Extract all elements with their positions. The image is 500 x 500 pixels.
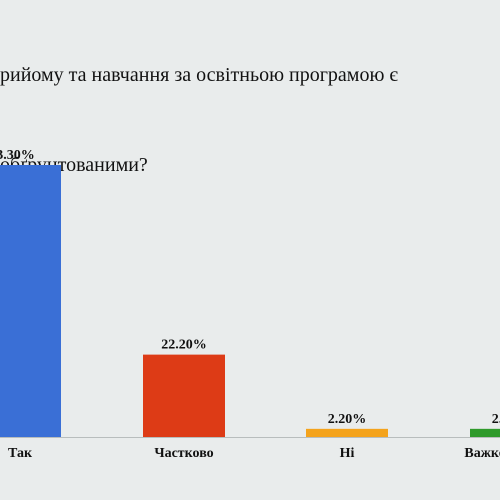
category-label-0: Так [8, 446, 33, 461]
bar-3 [470, 428, 500, 437]
category-label-1: Частково [154, 446, 213, 461]
category-label-2: Ні [340, 446, 355, 461]
bar-value-label-1: 22.20% [161, 338, 207, 353]
chart-title-line-1: рийому та навчання за освітньою програмо… [0, 64, 398, 86]
bar-2 [306, 428, 388, 437]
bar-0 [0, 165, 61, 437]
bar-value-label-3: 2.20% [492, 412, 500, 427]
bar-value-label-0: 73.30% [0, 148, 35, 163]
bar-value-label-2: 2.20% [328, 412, 367, 427]
category-label-3: Важко сказати [464, 446, 500, 461]
chart-title: рийому та навчання за освітньою програмо… [0, 30, 500, 180]
bar-1 [143, 354, 225, 437]
